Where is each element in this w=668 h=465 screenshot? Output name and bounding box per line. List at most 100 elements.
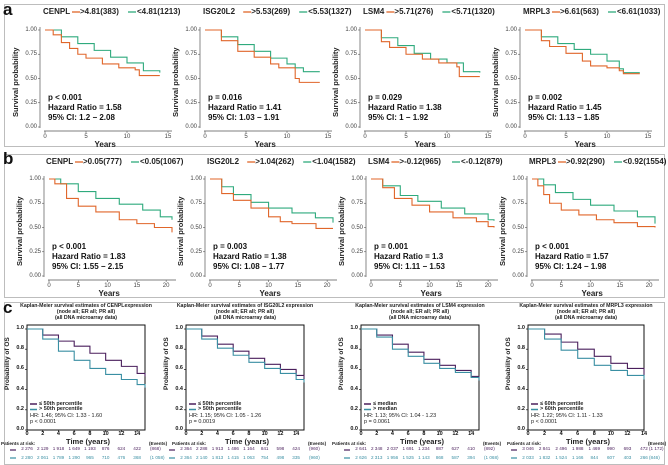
legend-label-high: >0.05(777) (83, 157, 122, 166)
y-axis-title: Probability of OS (163, 337, 170, 390)
x-tick-label: 4 (215, 431, 219, 437)
risk-count-high: 1 524 (555, 454, 567, 460)
y-tick-label: 0.00 (29, 273, 41, 279)
y-axis-title: Probability of OS (4, 337, 11, 390)
x-tick-label: 10 (443, 133, 451, 140)
survival-curve-high (27, 328, 146, 388)
y-tick-label: 0.8 (350, 345, 358, 352)
plot-title-gene: CENPL (43, 7, 71, 16)
risk-count-low: 2 129 (36, 446, 49, 451)
plot-title-line: (node all; ER all; PR all) (56, 309, 116, 315)
survival-curve-high (205, 29, 320, 83)
survival-curve-low (205, 29, 320, 73)
x-tick-label: 0 (530, 282, 534, 289)
plot-title-gene: LSM4 (368, 157, 390, 166)
x-tick-label: 8 (422, 431, 426, 437)
risk-count-high: 868 (435, 454, 444, 460)
x-tick-label: 12 (118, 431, 125, 437)
p-value: p = 0.001 (374, 242, 409, 251)
events-high: (960) (309, 454, 320, 460)
p-value: p = 0.003 (213, 242, 248, 251)
x-tick-label: 5 (237, 282, 241, 289)
p-value: p < 0.001 (48, 93, 83, 102)
risk-count-low: 2 276 (21, 446, 33, 451)
x-tick-label: 5 (84, 133, 88, 140)
risk-count-high: 2 364 (180, 454, 192, 460)
risk-count-high: 607 (607, 454, 615, 460)
x-tick-label: 15 (324, 133, 332, 140)
x-tick-label: 10 (265, 282, 272, 289)
x-tick-label: 2 (41, 431, 45, 437)
x-tick-label: 0 (47, 282, 51, 289)
legend-label-low: <-0.12(879) (461, 157, 503, 166)
legend-label-high: >1.04(262) (255, 157, 295, 166)
risk-count-low: 424 (292, 446, 300, 451)
risk-table-header: Patients at risk: (1, 441, 36, 446)
risk-count-low: 2 496 (555, 446, 567, 451)
x-tick-label: 6 (576, 431, 580, 437)
x-tick-label: 0 (184, 431, 188, 437)
x-tick-label: 0 (25, 431, 29, 437)
y-tick-label: 0.25 (190, 248, 202, 255)
p-value: p < 0.001 (535, 242, 570, 251)
risk-count-low: 1 193 (84, 446, 96, 451)
x-tick-label: 0 (369, 282, 373, 289)
risk-count-low: 1 164 (243, 446, 255, 451)
y-tick-label: 1.0 (517, 325, 525, 331)
x-tick-label: 14 (468, 431, 475, 437)
y-tick-label: 1.00 (190, 176, 202, 182)
plot-title-gene: CENPL (46, 157, 74, 166)
x-tick-label: 15 (133, 282, 141, 289)
x-tick-label: 12 (452, 431, 459, 437)
y-tick-label: 0.00 (512, 273, 524, 279)
x-axis-title: Years (259, 288, 281, 298)
x-tick-label: 5 (76, 282, 80, 289)
x-tick-label: 5 (404, 133, 408, 140)
survival-curve-high (186, 328, 305, 383)
y-tick-label: 0.6 (16, 365, 24, 372)
legend-label-high: >5.71(276) (394, 7, 434, 16)
x-tick-label: 10 (426, 282, 433, 289)
confidence-interval: 95% CI: 1.2 − 2.08 (48, 113, 115, 122)
x-tick-label: 10 (283, 133, 291, 140)
y-tick-label: 0.6 (517, 365, 525, 372)
risk-count-low: 990 (607, 446, 615, 451)
survival-curve-low (532, 178, 656, 224)
x-tick-label: 8 (88, 431, 92, 437)
x-tick-label: 10 (102, 431, 109, 437)
y-tick-label: 0.00 (505, 124, 517, 130)
x-tick-label: 0 (363, 133, 367, 140)
y-axis-title: Survival probability (331, 47, 340, 117)
legend-label-high: > 50th percentile (39, 406, 83, 412)
legend-label-low: ≤ 50th percentile (39, 400, 83, 407)
y-tick-label: 0.25 (512, 248, 524, 255)
risk-count-low: 841 (260, 446, 269, 451)
y-axis-title: Survival probability (498, 196, 507, 266)
survival-curve-low (49, 178, 173, 220)
risk-count-high: 394 (467, 454, 475, 460)
x-tick-label: 20 (484, 282, 492, 289)
confidence-interval: 95% CI: 1.55 − 2.15 (52, 262, 124, 271)
y-tick-label: 0.25 (345, 99, 357, 106)
y-axis-title: Survival probability (176, 196, 185, 266)
risk-count-low: 2 841 (538, 446, 551, 451)
panel-c-label: c (3, 298, 13, 317)
survival-curve-low (27, 328, 146, 377)
x-axis-title: Time (years) (225, 437, 270, 446)
risk-count-low: 410 (467, 446, 475, 451)
risk-count-low: 876 (101, 446, 110, 451)
hazard-ratio: Hazard Ratio = 1.83 (52, 252, 126, 261)
x-axis-title: Years (254, 139, 276, 149)
y-tick-label: 0.0 (175, 426, 183, 432)
x-tick-label: 0 (526, 431, 530, 437)
y-tick-label: 0.2 (517, 405, 525, 412)
survival-curve-high (532, 178, 656, 228)
x-axis-title: Time (years) (566, 437, 611, 446)
y-tick-label: 0.50 (505, 75, 517, 82)
risk-count-low: 1 913 (211, 446, 224, 451)
y-tick-label: 0.50 (351, 224, 363, 231)
y-tick-label: 0.2 (16, 405, 24, 412)
x-tick-label: 4 (390, 431, 394, 437)
confidence-interval: 95% CI: 1.24 − 1.98 (535, 262, 607, 271)
y-tick-label: 0.4 (16, 385, 24, 392)
